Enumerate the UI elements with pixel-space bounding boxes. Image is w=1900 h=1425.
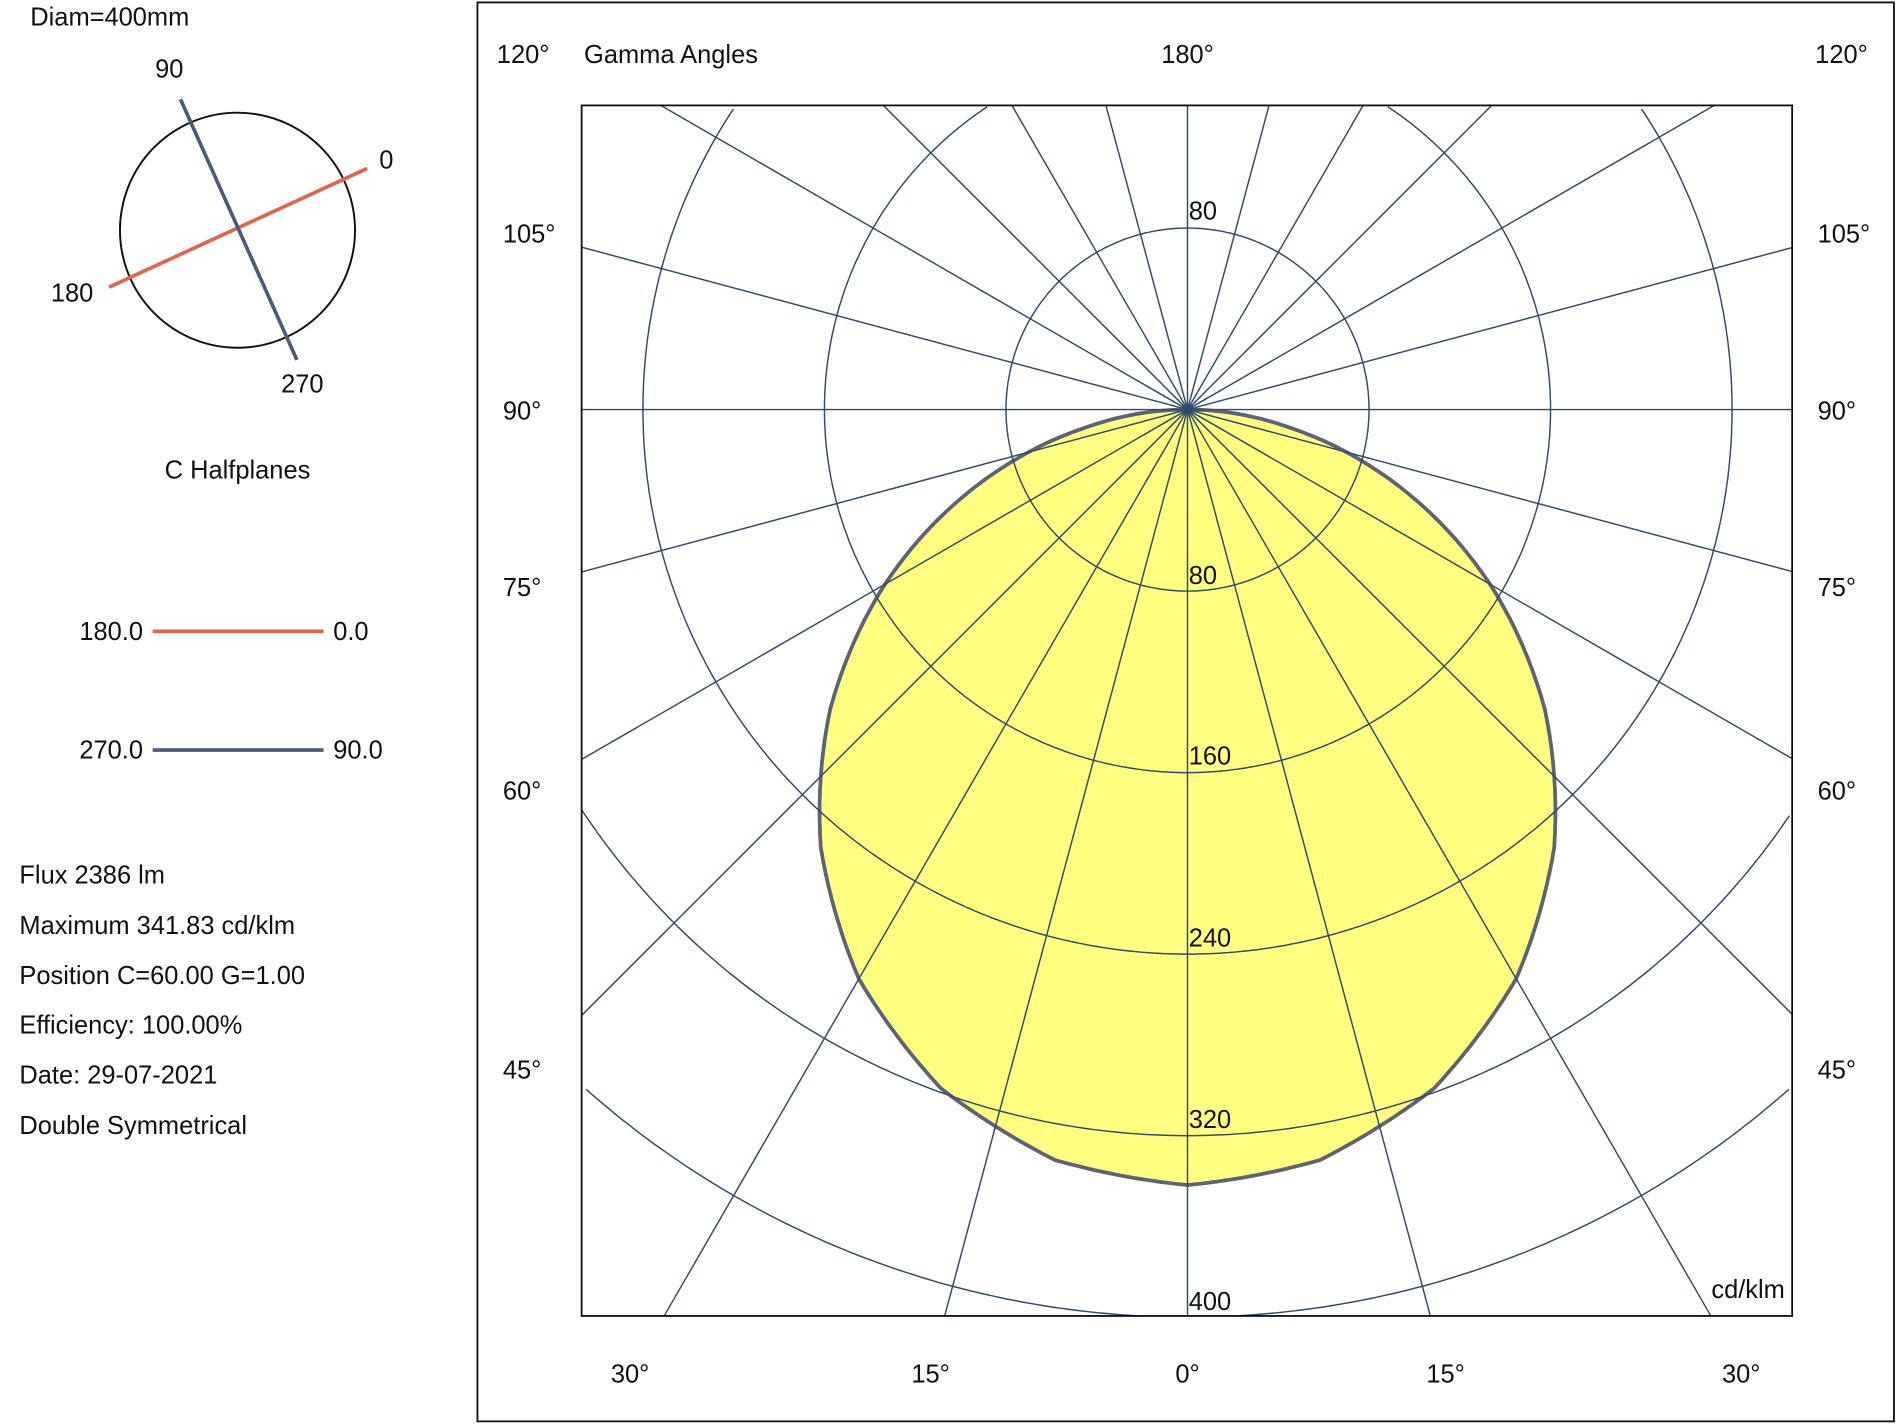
angle-label-right: 105° bbox=[1818, 220, 1871, 248]
angle-label-bottom: 15° bbox=[911, 1361, 949, 1389]
legend-right-2: 90.0 bbox=[333, 737, 383, 765]
angle-label-180: 180° bbox=[1161, 41, 1214, 69]
angle-grid-line bbox=[581, 246, 1188, 411]
angle-label-120-left: 120° bbox=[497, 41, 550, 69]
info-flux: Flux 2386 lm bbox=[19, 861, 165, 889]
radial-grid-circle bbox=[823, 106, 1552, 774]
legend-right-1: 0.0 bbox=[333, 618, 368, 646]
angle-grid-line bbox=[943, 409, 1189, 1317]
radial-grid-circle bbox=[581, 809, 1791, 1137]
c0-label: 0 bbox=[379, 146, 393, 174]
angle-label-bottom: 30° bbox=[1722, 1361, 1760, 1389]
info-symmetry: Double Symmetrical bbox=[19, 1112, 247, 1140]
angle-label-bottom: 30° bbox=[611, 1361, 649, 1389]
angle-grid-line bbox=[1186, 409, 1712, 1317]
origin-dot bbox=[1182, 404, 1193, 415]
angle-label-left: 90° bbox=[503, 397, 541, 425]
chart-frame bbox=[476, 1, 1895, 1423]
angle-grid-line bbox=[1011, 105, 1189, 410]
chart-title: Gamma Angles bbox=[584, 41, 758, 69]
angle-label-left: 45° bbox=[503, 1056, 541, 1084]
angle-grid-line bbox=[1186, 105, 1270, 410]
angle-label-right: 90° bbox=[1818, 397, 1856, 425]
radial-tick-label: 240 bbox=[1189, 924, 1231, 952]
angle-grid-line bbox=[581, 408, 1188, 761]
c270-label: 270 bbox=[281, 371, 323, 399]
angle-label-right: 60° bbox=[1818, 778, 1856, 806]
radial-grid-circle bbox=[585, 1088, 1790, 1317]
angle-label-left: 75° bbox=[503, 574, 541, 602]
c180-label: 180 bbox=[51, 280, 93, 308]
angle-grid-line bbox=[1186, 104, 1493, 411]
info-position: Position C=60.00 G=1.00 bbox=[19, 962, 305, 990]
unit-label: cd/klm bbox=[1711, 1276, 1785, 1304]
radial-tick-label: 80 bbox=[1189, 197, 1217, 225]
radial-grid-circle bbox=[642, 108, 1733, 955]
angle-grid-line bbox=[1187, 104, 1715, 411]
angle-label-bottom: 0° bbox=[1175, 1361, 1199, 1389]
info-efficiency: Efficiency: 100.00% bbox=[19, 1012, 242, 1040]
angle-grid-line bbox=[1105, 105, 1189, 410]
radial-tick-label: 80 bbox=[1189, 562, 1217, 590]
angle-grid-line bbox=[581, 409, 1189, 1016]
info-date: Date: 29-07-2021 bbox=[19, 1061, 217, 1089]
angle-label-left: 60° bbox=[503, 778, 541, 806]
angle-grid-line bbox=[1187, 246, 1793, 411]
legend-left-2: 270.0 bbox=[79, 737, 143, 765]
angle-grid-line bbox=[581, 408, 1188, 573]
angle-label-left: 105° bbox=[503, 220, 556, 248]
angle-grid-line bbox=[1187, 408, 1793, 573]
legend-left-1: 180.0 bbox=[79, 618, 143, 646]
angle-label-bottom: 15° bbox=[1426, 1361, 1464, 1389]
plot-area bbox=[580, 104, 1794, 1317]
angle-grid-line bbox=[882, 104, 1189, 411]
angle-label-120-right: 120° bbox=[1815, 41, 1868, 69]
angle-grid-line bbox=[1186, 409, 1432, 1317]
halfplanes-title: C Halfplanes bbox=[165, 457, 311, 485]
angle-grid-line bbox=[663, 409, 1189, 1317]
angle-grid-line bbox=[1186, 105, 1364, 410]
c-halfplane-circle bbox=[118, 111, 357, 349]
angle-grid-line bbox=[1186, 409, 1793, 1015]
angle-grid-line bbox=[1187, 408, 1793, 760]
radial-tick-label: 160 bbox=[1189, 743, 1231, 771]
diameter-label: Diam=400mm bbox=[30, 3, 189, 31]
c90-c270-line bbox=[178, 98, 299, 361]
c90-label: 90 bbox=[155, 56, 183, 84]
radial-tick-label: 400 bbox=[1189, 1288, 1231, 1316]
angle-label-right: 75° bbox=[1818, 574, 1856, 602]
radial-tick-label: 320 bbox=[1189, 1106, 1231, 1134]
angle-grid-line bbox=[660, 104, 1188, 411]
angle-label-right: 45° bbox=[1818, 1056, 1856, 1084]
info-maximum: Maximum 341.83 cd/klm bbox=[19, 912, 295, 940]
